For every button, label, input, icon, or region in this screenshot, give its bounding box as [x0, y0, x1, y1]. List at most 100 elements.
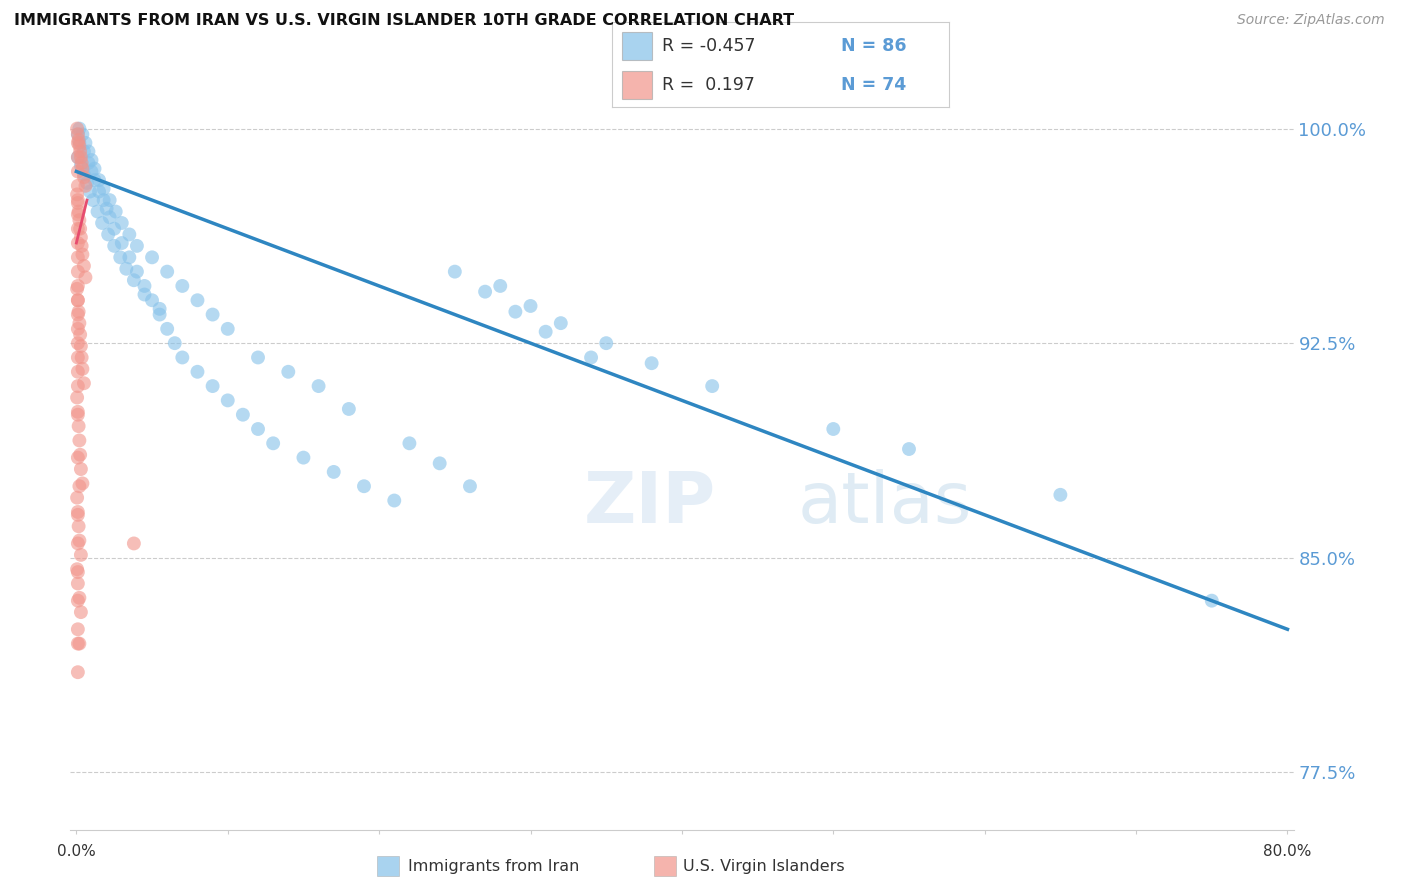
Point	[111, 235, 134, 250]
Point	[69, 221, 91, 235]
Text: U.S. Virgin Islanders: U.S. Virgin Islanders	[683, 859, 845, 873]
Point	[519, 299, 541, 313]
FancyBboxPatch shape	[621, 71, 652, 99]
Point	[93, 193, 115, 207]
Point	[443, 265, 465, 279]
Point	[73, 145, 96, 159]
Point	[122, 536, 145, 550]
Point	[66, 536, 89, 550]
Point	[66, 207, 89, 221]
Point	[66, 508, 89, 522]
Point	[262, 436, 284, 450]
Point	[77, 145, 100, 159]
Point	[72, 476, 94, 491]
Point	[163, 336, 186, 351]
Text: R = -0.457: R = -0.457	[662, 37, 756, 55]
Point	[217, 393, 239, 408]
Point	[72, 128, 94, 142]
Point	[67, 304, 90, 318]
Point	[67, 133, 90, 147]
Point	[70, 339, 93, 353]
Point	[70, 548, 93, 562]
Point	[172, 351, 194, 365]
Point	[103, 239, 125, 253]
Point	[104, 204, 127, 219]
Point	[125, 239, 148, 253]
Point	[474, 285, 496, 299]
Point	[66, 221, 89, 235]
Point	[322, 465, 344, 479]
Point	[67, 204, 90, 219]
Text: Source: ZipAtlas.com: Source: ZipAtlas.com	[1237, 13, 1385, 28]
Point	[86, 204, 108, 219]
Point	[67, 121, 90, 136]
Point	[217, 322, 239, 336]
Point	[111, 216, 134, 230]
Point	[73, 170, 96, 185]
Point	[67, 637, 90, 651]
Point	[75, 136, 97, 150]
Point	[67, 316, 90, 330]
Point	[489, 279, 512, 293]
Text: 0.0%: 0.0%	[58, 844, 96, 859]
Point	[66, 593, 89, 607]
Point	[70, 351, 93, 365]
Point	[66, 235, 89, 250]
Point	[134, 287, 156, 301]
Point	[823, 422, 845, 436]
Point	[80, 164, 103, 178]
Point	[70, 156, 93, 170]
Point	[186, 365, 208, 379]
Point	[1049, 488, 1071, 502]
Point	[702, 379, 724, 393]
Point	[70, 605, 93, 619]
Point	[67, 591, 90, 605]
Point	[66, 128, 89, 142]
Point	[277, 365, 299, 379]
Point	[77, 156, 100, 170]
Point	[382, 493, 405, 508]
Point	[66, 187, 89, 202]
Point	[353, 479, 375, 493]
Point	[66, 391, 89, 405]
Point	[66, 121, 89, 136]
Point	[66, 365, 89, 379]
Point	[66, 505, 89, 519]
Point	[96, 202, 118, 216]
Text: atlas: atlas	[799, 469, 973, 538]
Point	[66, 665, 89, 680]
Point	[87, 173, 110, 187]
Point	[186, 293, 208, 308]
Point	[66, 576, 89, 591]
Point	[66, 637, 89, 651]
Point	[172, 279, 194, 293]
Point	[247, 422, 270, 436]
Text: N = 74: N = 74	[841, 76, 907, 94]
Point	[125, 265, 148, 279]
Point	[458, 479, 481, 493]
Point	[66, 336, 89, 351]
Point	[898, 442, 921, 456]
Point	[308, 379, 330, 393]
Point	[505, 304, 527, 318]
Point	[595, 336, 617, 351]
Point	[75, 270, 97, 285]
Point	[82, 193, 104, 207]
Point	[67, 213, 90, 227]
Point	[76, 176, 98, 190]
Point	[67, 138, 90, 153]
Point	[73, 259, 96, 273]
Point	[429, 456, 451, 470]
Point	[70, 239, 93, 253]
Point	[134, 279, 156, 293]
Text: N = 86: N = 86	[841, 37, 907, 55]
Point	[67, 519, 90, 533]
Text: 80.0%: 80.0%	[1263, 844, 1312, 859]
Point	[72, 161, 94, 176]
Point	[97, 227, 120, 242]
Point	[67, 479, 90, 493]
Point	[69, 448, 91, 462]
Point	[398, 436, 420, 450]
Point	[67, 533, 90, 548]
Point	[70, 150, 93, 164]
